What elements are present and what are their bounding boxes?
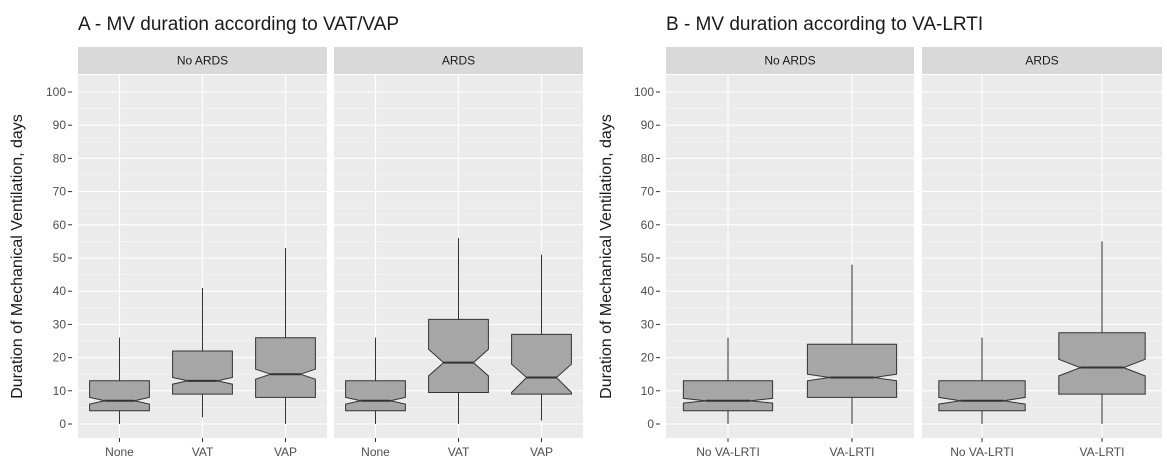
x-tick-label: VAT	[448, 445, 470, 459]
x-tick-label: No VA-LRTI	[696, 445, 760, 459]
box-va-lrti	[1058, 241, 1146, 424]
y-tick-label: 50	[53, 251, 67, 265]
x-tick-label: VAP	[530, 445, 553, 459]
notched-box	[1058, 332, 1146, 395]
y-tick-label: 80	[53, 151, 67, 165]
facet-no-ards: No ARDS None VAT VAP	[78, 47, 327, 459]
y-axis-label: Duration of Mechanical Ventilation, days	[598, 114, 615, 399]
chart-title: A - MV duration according to VAT/VAP	[78, 14, 399, 35]
y-tick-label: 80	[641, 151, 655, 165]
box-va-lrti	[806, 264, 898, 424]
y-tick-label: 70	[641, 185, 655, 199]
y-tick-label: 0	[647, 417, 654, 431]
chart-panel-a: A - MV duration according to VAT/VAP Dura…	[9, 14, 583, 459]
box-none	[89, 337, 150, 424]
y-tick-label: 20	[641, 351, 655, 365]
y-tick-label: 30	[641, 317, 655, 331]
notched-box	[682, 380, 774, 412]
notched-box	[428, 318, 489, 393]
y-tick-label: 90	[53, 118, 67, 132]
y-tick-label: 20	[53, 351, 67, 365]
x-tick-label: VAT	[192, 445, 214, 459]
box-none	[345, 337, 406, 424]
x-tick-label: VA-LRTI	[1080, 445, 1125, 459]
y-tick-label: 100	[46, 85, 66, 99]
x-tick-label: VA-LRTI	[830, 445, 875, 459]
chart-panel-b: B - MV duration according to VA-LRTI Dura…	[598, 14, 1162, 459]
facet-strip-label: ARDS	[442, 54, 475, 68]
facet-strip	[334, 47, 583, 74]
y-tick-label: 0	[59, 417, 66, 431]
chart-title: B - MV duration according to VA-LRTI	[666, 14, 983, 35]
notched-box	[938, 380, 1026, 412]
notched-box	[511, 333, 572, 395]
y-tick-label: 50	[641, 251, 655, 265]
box-vap	[255, 248, 316, 424]
x-tick-label: None	[361, 445, 390, 459]
facet-strip-label: No ARDS	[177, 54, 228, 68]
y-tick-label: 60	[53, 218, 67, 232]
x-tick-label: VAP	[274, 445, 297, 459]
box-no-va-lrti	[938, 337, 1026, 424]
y-tick-label: 30	[53, 317, 67, 331]
y-tick-label: 100	[634, 85, 654, 99]
x-tick-label: None	[105, 445, 134, 459]
y-tick-label: 40	[641, 284, 655, 298]
facet-ards: ARDS None VAT VAP	[334, 47, 583, 459]
notched-box	[89, 380, 150, 412]
box-vap	[511, 254, 572, 421]
y-tick-label: 60	[641, 218, 655, 232]
y-tick-label: 40	[53, 284, 67, 298]
notched-box	[255, 337, 316, 398]
y-tick-label: 10	[641, 384, 655, 398]
notched-box	[345, 380, 406, 412]
facet-strip	[666, 47, 914, 74]
facet-strip-label: ARDS	[1025, 54, 1058, 68]
x-tick-label: No VA-LRTI	[950, 445, 1014, 459]
facet-ards: ARDS No VA-LRTI VA-LRTI	[922, 47, 1162, 459]
facet-strip	[922, 47, 1162, 74]
y-tick-label: 90	[641, 118, 655, 132]
notched-box	[172, 350, 233, 395]
box-vat	[428, 238, 489, 424]
facet-strip-label: No ARDS	[764, 54, 815, 68]
facet-no-ards: No ARDS No VA-LRTI VA-LRTI	[666, 47, 914, 459]
notched-box	[806, 343, 898, 398]
facet-strip	[78, 47, 327, 74]
box-vat	[172, 287, 233, 418]
box-no-va-lrti	[682, 337, 774, 424]
y-tick-label: 10	[53, 384, 67, 398]
y-tick-label: 70	[53, 185, 67, 199]
y-axis-label: Duration of Mechanical Ventilation, days	[9, 114, 26, 399]
